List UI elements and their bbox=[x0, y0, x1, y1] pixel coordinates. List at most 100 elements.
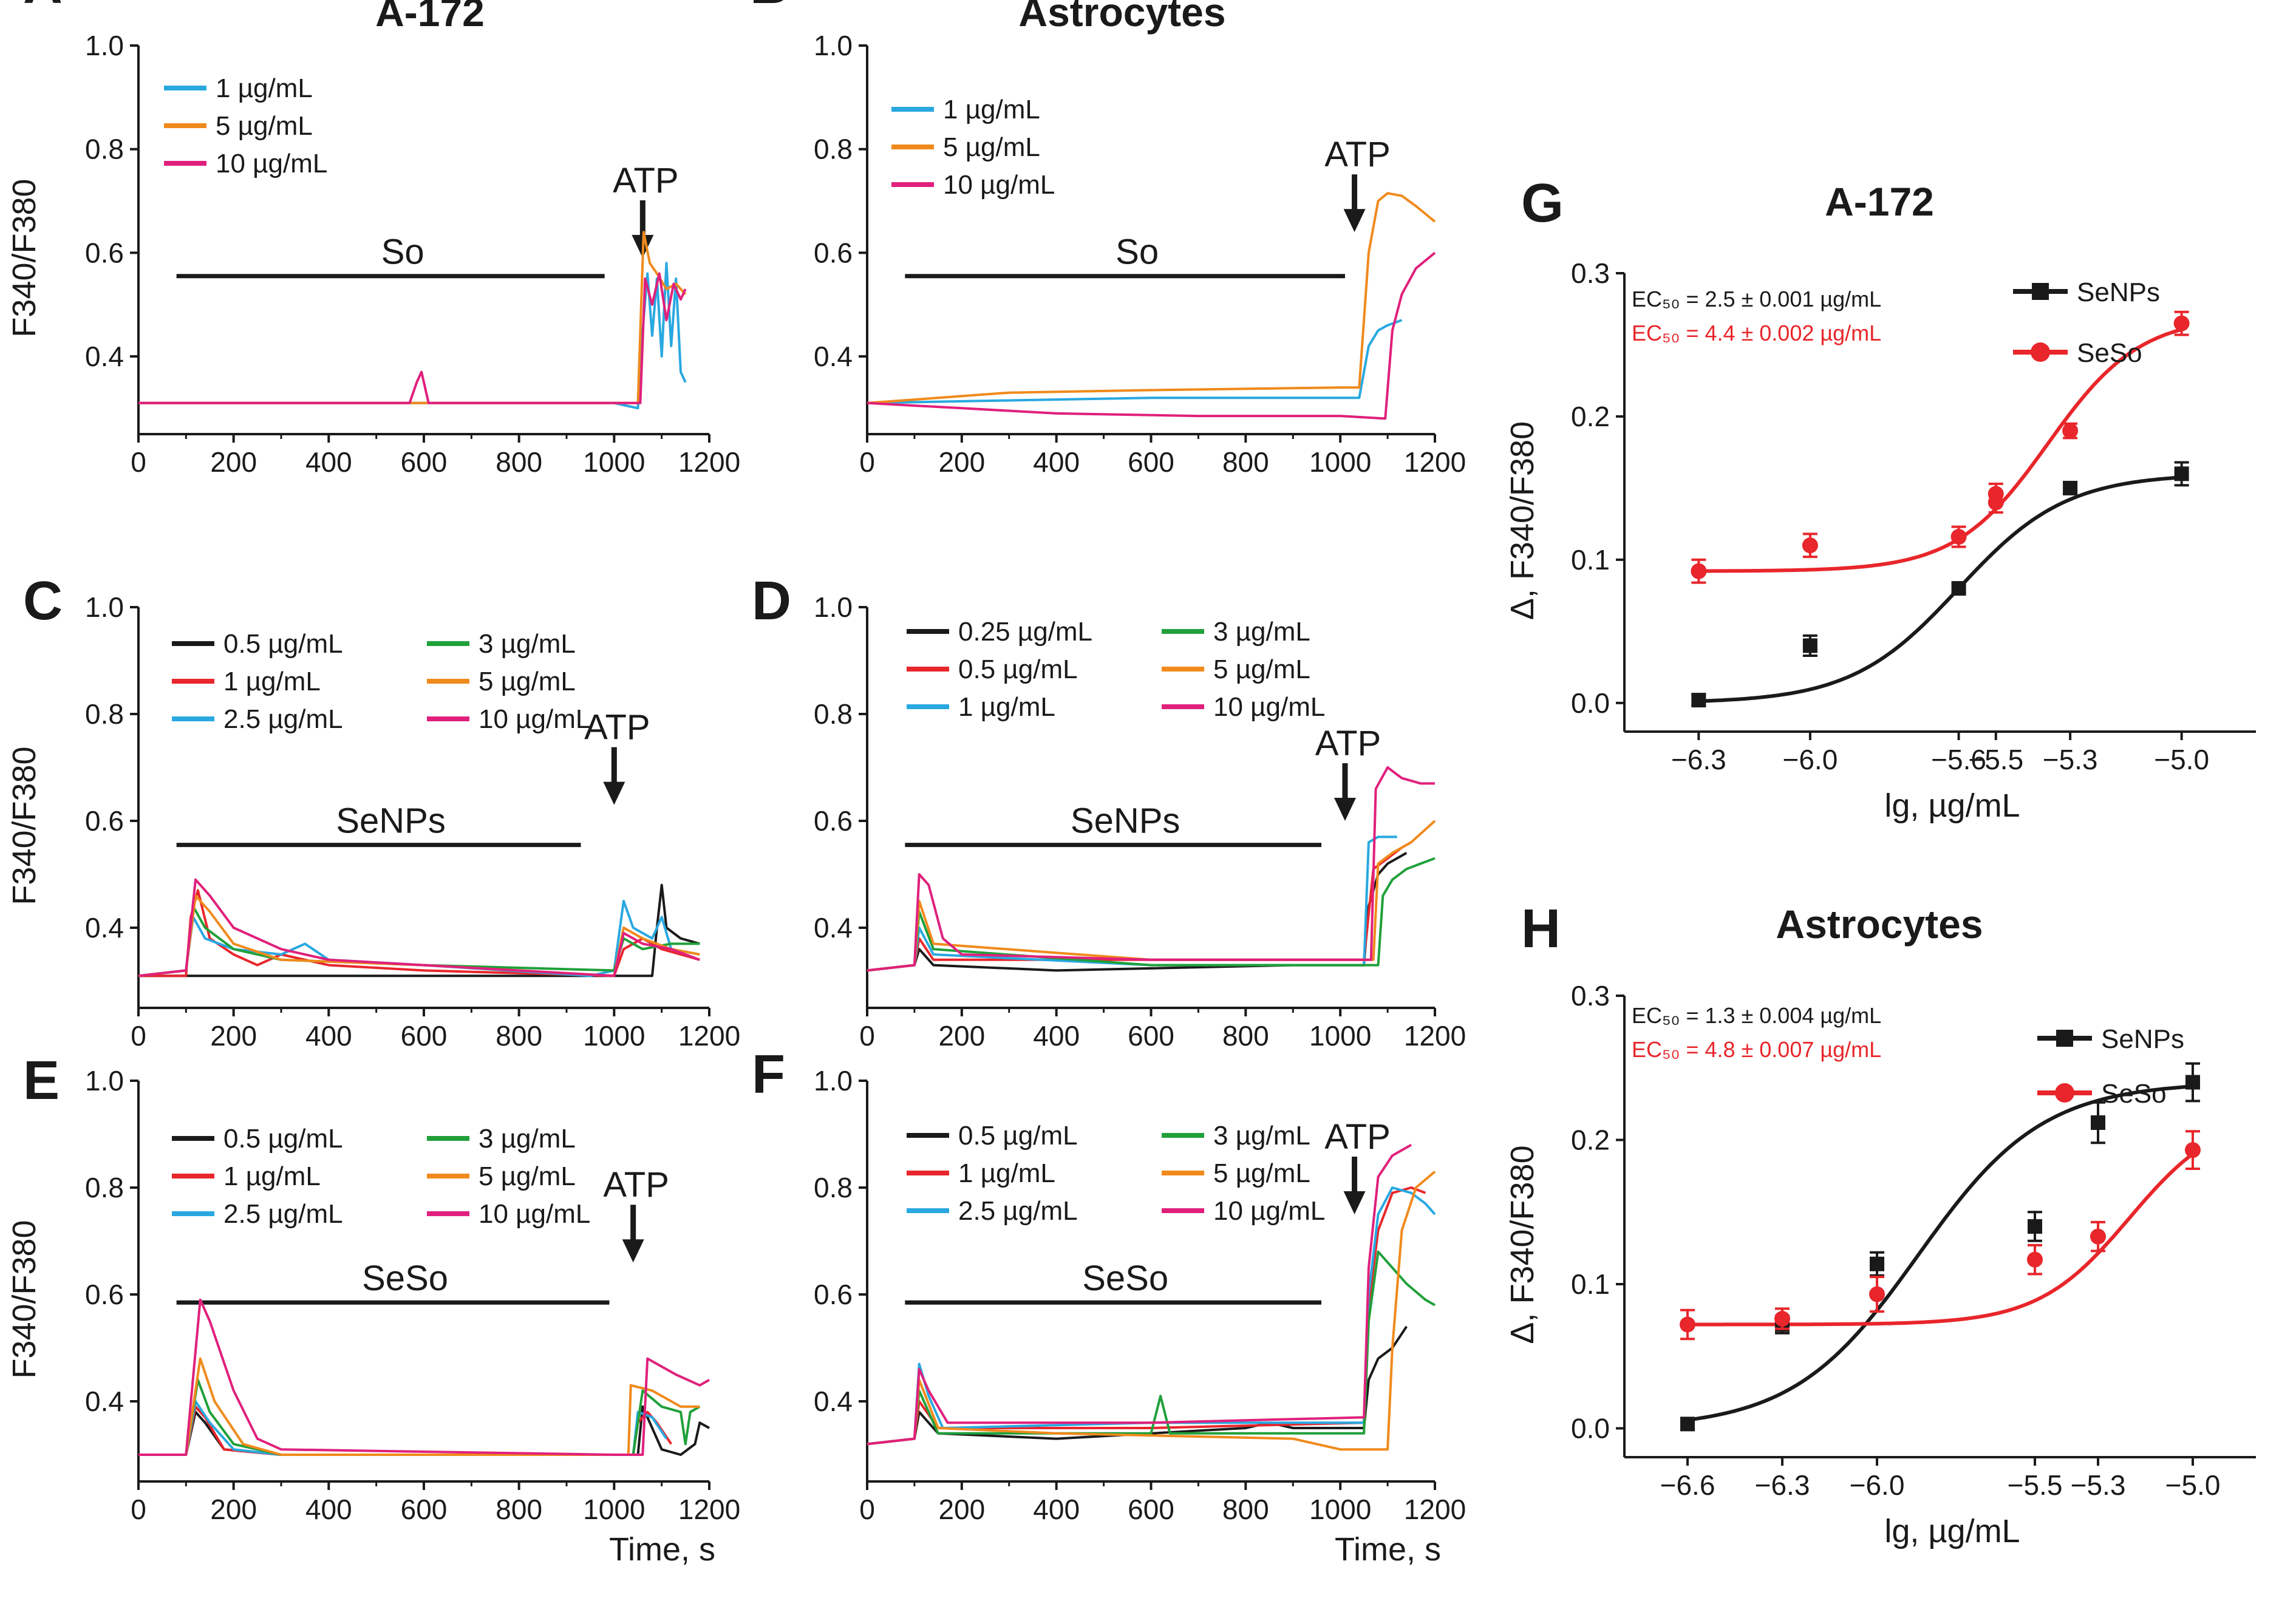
series-line bbox=[867, 1186, 1426, 1446]
atp-label: ATP bbox=[613, 161, 679, 200]
series-line bbox=[867, 1143, 1412, 1446]
x-tick-label: 600 bbox=[1128, 446, 1174, 478]
fit-curve bbox=[1687, 1084, 2193, 1422]
panel-c: 0 200 400 600 800 1000 1200 0.4 0.6 0.8 1.0 C F340/F… bbox=[6, 571, 740, 1052]
panel-d: 0 200 400 600 800 1000 1200 0.4 0.6 0.8 1.0 D SeNPs A… bbox=[752, 571, 1466, 1052]
x-tick-label: 400 bbox=[1033, 446, 1080, 478]
legend-label: 1 µg/mL bbox=[943, 95, 1040, 124]
x-tick-label: 800 bbox=[1222, 446, 1269, 478]
y-tick-label: 0.4 bbox=[814, 912, 853, 944]
legend-label: 3 µg/mL bbox=[479, 629, 576, 659]
atp-arrow-head bbox=[622, 1239, 644, 1263]
legend-marker bbox=[2032, 283, 2049, 300]
ec50-label: EC₅₀ = 1.3 ± 0.004 µg/mL bbox=[1632, 1003, 1881, 1028]
x-tick-label: 0 bbox=[859, 446, 875, 478]
legend-label: SeSo bbox=[2101, 1079, 2167, 1109]
ec50-label: EC₅₀ = 4.8 ± 0.007 µg/mL bbox=[1632, 1037, 1881, 1062]
x-tick-label: −6.3 bbox=[1755, 1469, 1810, 1501]
data-point bbox=[2062, 423, 2079, 439]
legend-label: 0.5 µg/mL bbox=[223, 629, 343, 659]
panel-letter: G bbox=[1521, 173, 1564, 234]
panel-letter: B bbox=[750, 0, 789, 15]
y-tick-label: 1.0 bbox=[814, 30, 853, 61]
ec50-label: EC₅₀ = 4.4 ± 0.002 µg/mL bbox=[1632, 321, 1881, 345]
y-axis-title: F340/F380 bbox=[6, 179, 43, 337]
x-tick-label: 1000 bbox=[1309, 1494, 1371, 1525]
series-line bbox=[867, 1250, 1436, 1446]
series-line bbox=[138, 1400, 668, 1456]
y-tick-label: 0.8 bbox=[814, 1172, 853, 1203]
series-line bbox=[138, 894, 700, 978]
x-tick-label: 400 bbox=[305, 1020, 352, 1052]
legend-label: 0.5 µg/mL bbox=[223, 1124, 343, 1154]
y-tick-label: 0.0 bbox=[1571, 687, 1610, 719]
data-point bbox=[1951, 581, 1966, 596]
x-tick-label: −6.6 bbox=[1660, 1469, 1715, 1501]
legend-marker bbox=[2055, 1083, 2074, 1103]
y-tick-label: 0.2 bbox=[1571, 401, 1610, 432]
legend-label: 5 µg/mL bbox=[479, 1161, 576, 1191]
legend-label: 5 µg/mL bbox=[943, 132, 1040, 162]
data-point bbox=[1869, 1286, 1885, 1302]
y-axis-title: F340/F380 bbox=[6, 746, 43, 905]
x-tick-label: 1200 bbox=[1404, 446, 1466, 478]
panel-letter: F bbox=[752, 1044, 785, 1105]
series-line bbox=[138, 878, 701, 978]
legend-marker bbox=[2031, 342, 2050, 362]
panel-letter: E bbox=[23, 1050, 60, 1111]
panel-title: Astrocytes bbox=[1776, 902, 1983, 947]
x-tick-label: 800 bbox=[496, 1020, 542, 1052]
x-tick-label: −6.3 bbox=[1671, 744, 1726, 775]
legend-label: 2.5 µg/mL bbox=[223, 704, 343, 734]
treatment-label: So bbox=[1116, 233, 1159, 272]
x-tick-label: 0 bbox=[131, 1494, 146, 1525]
x-tick-label: 0 bbox=[859, 1020, 875, 1052]
y-tick-label: 0.6 bbox=[814, 805, 853, 837]
x-tick-label: 800 bbox=[496, 1494, 542, 1525]
data-point bbox=[2185, 1075, 2200, 1090]
legend-label: 0.5 µg/mL bbox=[958, 1121, 1078, 1151]
x-axis-title: lg, µg/mL bbox=[1884, 1513, 2020, 1549]
y-tick-label: 0.2 bbox=[1571, 1124, 1610, 1156]
y-tick-label: 0.6 bbox=[814, 1279, 853, 1310]
panel-title: A-172 bbox=[1825, 179, 1934, 224]
panel-g: −6.3 −6.0 −5.6−5.5 −5.3 −5.0 0.0 0.1 0.2 0.3G A-1… bbox=[1504, 173, 2256, 824]
data-point bbox=[1870, 1256, 1884, 1271]
x-tick-label: 600 bbox=[401, 1020, 448, 1052]
panel-title: Astrocytes bbox=[1018, 0, 1225, 35]
x-tick-label: 600 bbox=[1128, 1494, 1174, 1525]
x-tick-label: −5.0 bbox=[2165, 1469, 2221, 1501]
treatment-label: SeNPs bbox=[336, 801, 446, 841]
y-tick-label: 1.0 bbox=[814, 591, 853, 623]
y-axis-title: Δ, F340/F380 bbox=[1504, 421, 1541, 620]
fit-curve bbox=[1698, 327, 2182, 573]
legend-label: 1 µg/mL bbox=[958, 1158, 1055, 1188]
legend-label: 5 µg/mL bbox=[1213, 655, 1310, 684]
panel-e: 0 200 400 600 800 1000 1200 0.4 0.6 0.8 1.0 E F340/F… bbox=[6, 1050, 740, 1568]
series-line bbox=[138, 1378, 701, 1456]
y-tick-label: 1.0 bbox=[814, 1065, 853, 1097]
series-line bbox=[138, 883, 700, 978]
x-axis-title: Time, s bbox=[1335, 1531, 1441, 1568]
panel-letter: D bbox=[752, 571, 791, 631]
series-line bbox=[138, 1357, 700, 1456]
x-tick-label: 1000 bbox=[583, 1020, 645, 1052]
data-point bbox=[1802, 638, 1817, 653]
legend-label: SeNPs bbox=[2077, 277, 2160, 307]
x-tick-label: 400 bbox=[1033, 1494, 1080, 1525]
series-line bbox=[867, 1171, 1436, 1451]
x-tick-label: 600 bbox=[401, 446, 448, 478]
x-tick-label: 1200 bbox=[678, 1494, 740, 1525]
y-tick-label: 0.8 bbox=[814, 134, 853, 165]
y-tick-label: 0.6 bbox=[85, 1279, 124, 1310]
x-tick-label: 800 bbox=[1222, 1494, 1269, 1525]
x-tick-label: 0 bbox=[859, 1494, 875, 1525]
y-tick-label: 0.6 bbox=[814, 237, 853, 268]
y-tick-label: 0.4 bbox=[85, 912, 124, 944]
atp-arrow-head bbox=[1334, 798, 1356, 821]
y-tick-label: 0.1 bbox=[1571, 1268, 1610, 1300]
x-tick-label: −5.3 bbox=[2071, 1469, 2126, 1501]
x-tick-label: 1200 bbox=[1404, 1020, 1466, 1052]
y-tick-label: 0.8 bbox=[85, 134, 124, 165]
legend-label: 1 µg/mL bbox=[223, 667, 321, 696]
